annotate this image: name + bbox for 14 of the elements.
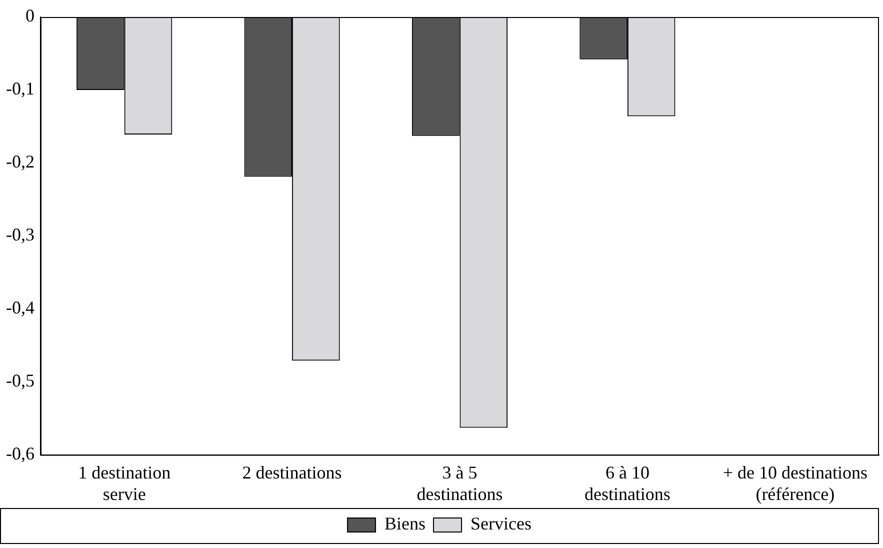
- y-tick-label: 0: [25, 6, 34, 26]
- x-tick-label: 1 destination servie: [78, 462, 171, 504]
- y-tick-label: -0,3: [6, 224, 34, 245]
- x-tick-label: 2 destinations: [242, 462, 342, 482]
- y-tick-label: -0,2: [6, 152, 34, 172]
- x-tick-label: 6 à 10 destinations: [584, 462, 670, 504]
- legend-label: Services: [470, 514, 532, 534]
- y-tick-label: -0,5: [6, 370, 34, 391]
- y-tick-label: -0,1: [6, 78, 34, 99]
- y-tick-label: -0,6: [6, 444, 34, 464]
- x-tick-label: 3 à 5 destinations: [416, 462, 503, 504]
- y-tick-label: -0,4: [6, 298, 34, 318]
- legend-label: Biens: [384, 514, 426, 534]
- x-tick-label: + de 10 destinations (référence): [722, 462, 868, 504]
